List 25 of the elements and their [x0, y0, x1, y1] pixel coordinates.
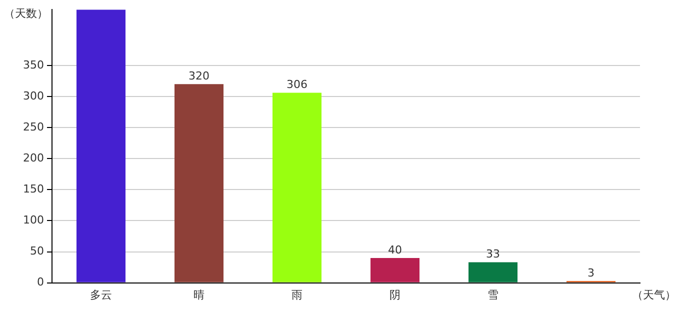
x-tick-label: 雨	[291, 288, 302, 302]
y-tick-label: 150	[22, 182, 44, 196]
y-tick-label: 250	[22, 120, 44, 134]
data-label: 306	[286, 78, 308, 92]
x-axis-title: （天气）	[632, 288, 676, 302]
y-axis-title: （天数）	[4, 6, 48, 20]
bar	[174, 84, 224, 282]
y-tick-label: 300	[22, 89, 44, 102]
bar	[370, 258, 420, 282]
y-tick-label: 100	[22, 214, 44, 227]
x-tick-label: 雪	[488, 288, 498, 302]
y-tick-label: 350	[22, 58, 44, 72]
x-tick-label: 阴	[390, 288, 400, 302]
data-label: 33	[486, 248, 500, 261]
bar	[272, 92, 322, 282]
y-tick-label: 0	[36, 276, 44, 289]
x-tick-label: 晴	[193, 288, 204, 302]
bar	[468, 262, 518, 282]
data-label: 320	[188, 69, 210, 82]
x-tick-label: 多云	[90, 288, 112, 302]
data-label: 3	[588, 266, 594, 280]
y-tick-label: 200	[22, 151, 44, 164]
data-label: 40	[388, 243, 402, 256]
bar	[76, 10, 126, 282]
y-tick-label: 50	[30, 244, 44, 258]
